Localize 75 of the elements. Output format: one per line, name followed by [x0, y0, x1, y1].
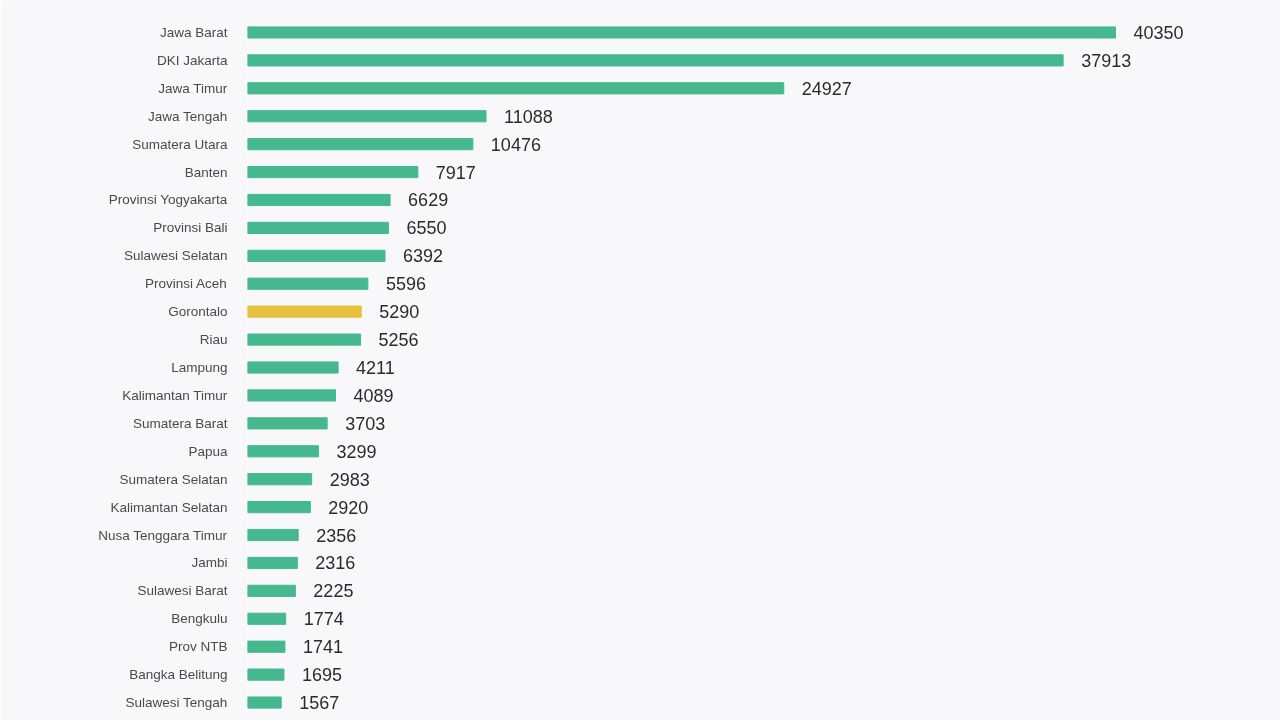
data-label: 2920 [328, 497, 369, 518]
y-tick-label: Lampung [171, 360, 228, 375]
bar [247, 696, 282, 709]
bar [247, 417, 328, 430]
bar [247, 193, 391, 207]
data-label: 1741 [302, 637, 343, 658]
data-label: 10476 [490, 134, 541, 155]
y-tick-label: Banten [184, 164, 228, 180]
y-tick-label: Sumatera Utara [132, 136, 228, 152]
y-tick-label: Jawa Barat [159, 24, 228, 40]
y-tick-label: Provinsi Aceh [144, 276, 227, 292]
bar [247, 528, 299, 542]
bar [247, 26, 1117, 39]
y-tick-label: Papua [188, 443, 228, 459]
y-tick-label: Jawa Tengah [147, 108, 228, 124]
bar [247, 277, 369, 290]
bar [247, 138, 474, 151]
data-label: 5596 [385, 274, 426, 295]
bar [247, 165, 419, 179]
y-tick-label: Sumatera Selatan [119, 471, 228, 487]
bar [247, 556, 298, 570]
data-label: 2316 [315, 553, 356, 574]
bar [247, 361, 339, 374]
data-label: 40350 [1133, 22, 1184, 43]
data-label: 6550 [406, 218, 447, 239]
bar [247, 612, 287, 625]
data-label: 4089 [353, 385, 394, 406]
bar [247, 221, 389, 234]
y-tick-label: Jawa Timur [158, 80, 228, 96]
bar [247, 473, 313, 486]
y-tick-label: Jambi [191, 555, 228, 571]
y-tick-label: Provinsi Bali [153, 220, 228, 236]
data-label: 1567 [299, 693, 340, 714]
bar [247, 249, 386, 262]
y-tick-label: Sulawesi Selatan [123, 248, 228, 264]
y-tick-label: Riau [199, 332, 228, 348]
data-label: 1695 [301, 665, 343, 686]
data-label: 2356 [316, 525, 357, 546]
y-tick-label: Prov NTB [168, 639, 228, 655]
data-label: 2225 [313, 581, 354, 602]
bar [247, 333, 362, 346]
y-tick-label: Kalimantan Timur [122, 387, 228, 403]
data-label: 5256 [378, 330, 419, 351]
data-label: 5290 [379, 302, 420, 323]
data-label: 7917 [435, 162, 476, 183]
y-tick-label: Sulawesi Barat [137, 583, 228, 599]
data-label: 6392 [403, 246, 444, 267]
y-tick-label: Bangka Belitung [129, 667, 228, 683]
y-tick-label: Sumatera Barat [132, 415, 228, 431]
bar [247, 389, 336, 402]
data-label: 1774 [303, 609, 344, 630]
bar [247, 110, 487, 123]
bar [247, 305, 362, 318]
bar [247, 640, 286, 653]
bar [247, 445, 319, 458]
y-tick-label: Bengkulu [171, 611, 228, 627]
y-tick-label: Provinsi Yogyakarta [108, 192, 228, 208]
bar [247, 584, 296, 597]
bar [247, 501, 311, 514]
bar [247, 82, 785, 95]
bar [247, 54, 1064, 67]
data-label: 4211 [356, 358, 395, 378]
data-label: 37913 [1081, 50, 1132, 71]
y-tick-label: Kalimantan Selatan [110, 499, 228, 515]
y-tick-label: DKI Jakarta [156, 52, 228, 68]
data-label: 2983 [329, 469, 370, 490]
data-label: 24927 [801, 78, 852, 99]
data-label: 3299 [336, 441, 377, 462]
y-tick-label: Gorontalo [168, 304, 228, 320]
bar [247, 668, 285, 681]
data-label: 6629 [408, 190, 449, 211]
data-label: 3703 [345, 413, 386, 434]
y-tick-label: Sulawesi Tengah [125, 695, 228, 711]
data-label: 11088 [504, 106, 553, 127]
y-tick-label: Nusa Tenggara Timur [98, 527, 228, 543]
